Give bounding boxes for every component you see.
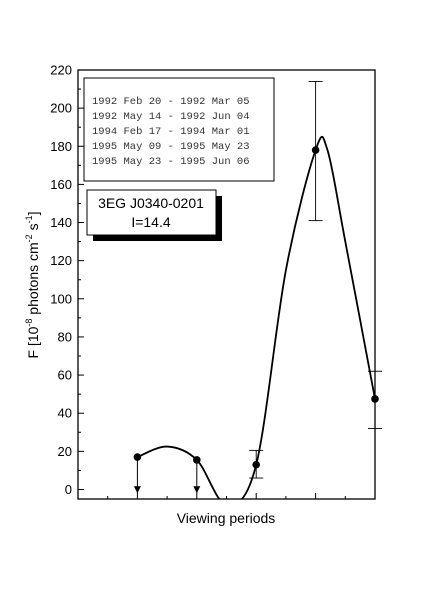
date-legend-line: 1992 May 14 - 1992 Jun 04: [92, 111, 250, 123]
y-tick-label: 180: [50, 139, 72, 154]
source-label-box: 3EG J0340-0201 I=14.4: [86, 189, 222, 241]
y-axis-title-mid1: photons cm: [25, 242, 41, 318]
date-legend-box: [83, 77, 275, 182]
y-tick-label: 160: [50, 177, 72, 192]
y-tick-label: 40: [58, 406, 72, 421]
y-axis-ticks: 0 20 40 60 80 100 120 140 160 180 200 220: [50, 63, 84, 497]
y-axis-title-base: F [10: [25, 326, 41, 358]
y-tick-label: 60: [58, 368, 72, 383]
data-point: [133, 453, 142, 461]
date-legend-line: 1995 May 09 - 1995 May 23: [92, 141, 250, 153]
y-tick-label: 140: [50, 215, 72, 230]
y-tick-label: 220: [50, 63, 72, 78]
x-axis-title: Viewing periods: [177, 510, 276, 526]
data-point: [193, 456, 201, 464]
y-tick-label: 80: [58, 329, 72, 344]
y-tick-label: 20: [58, 444, 72, 459]
date-legend: 1992 Feb 20 - 1992 Mar 05 1992 May 14 - …: [83, 77, 275, 182]
y-axis-title-exp3: -1: [24, 215, 34, 223]
spline-curve: [137, 135, 375, 499]
y-tick-label: 0: [65, 482, 72, 497]
y-axis-title-end: ]: [25, 212, 41, 216]
y-axis-title-mid2: s: [25, 223, 41, 234]
y-axis-title-exp1: -8: [24, 319, 34, 327]
source-name: 3EG J0340-0201: [98, 195, 204, 211]
date-legend-line: 1995 May 23 - 1995 Jun 06: [92, 156, 250, 168]
y-tick-label: 120: [50, 253, 72, 268]
y-axis-title-exp2: -2: [24, 234, 34, 242]
upper-limit-arrowhead: [133, 486, 141, 494]
data-point: [311, 146, 320, 154]
y-axis-title: F [10-8 photons cm-2 s-1]: [24, 212, 41, 359]
source-index: I=14.4: [131, 214, 171, 230]
date-legend-line: 1994 Feb 17 - 1994 Mar 01: [92, 126, 250, 138]
source-label-frame: [86, 189, 217, 236]
y-tick-label: 100: [50, 291, 72, 306]
data-point: [252, 460, 260, 469]
y-tick-label: 200: [50, 101, 72, 116]
x-axis-ticks: [107, 493, 346, 499]
upper-limit-arrowhead: [193, 486, 201, 494]
plot-frame: [77, 69, 376, 500]
date-legend-line: 1992 Feb 20 - 1992 Mar 05: [92, 96, 250, 108]
